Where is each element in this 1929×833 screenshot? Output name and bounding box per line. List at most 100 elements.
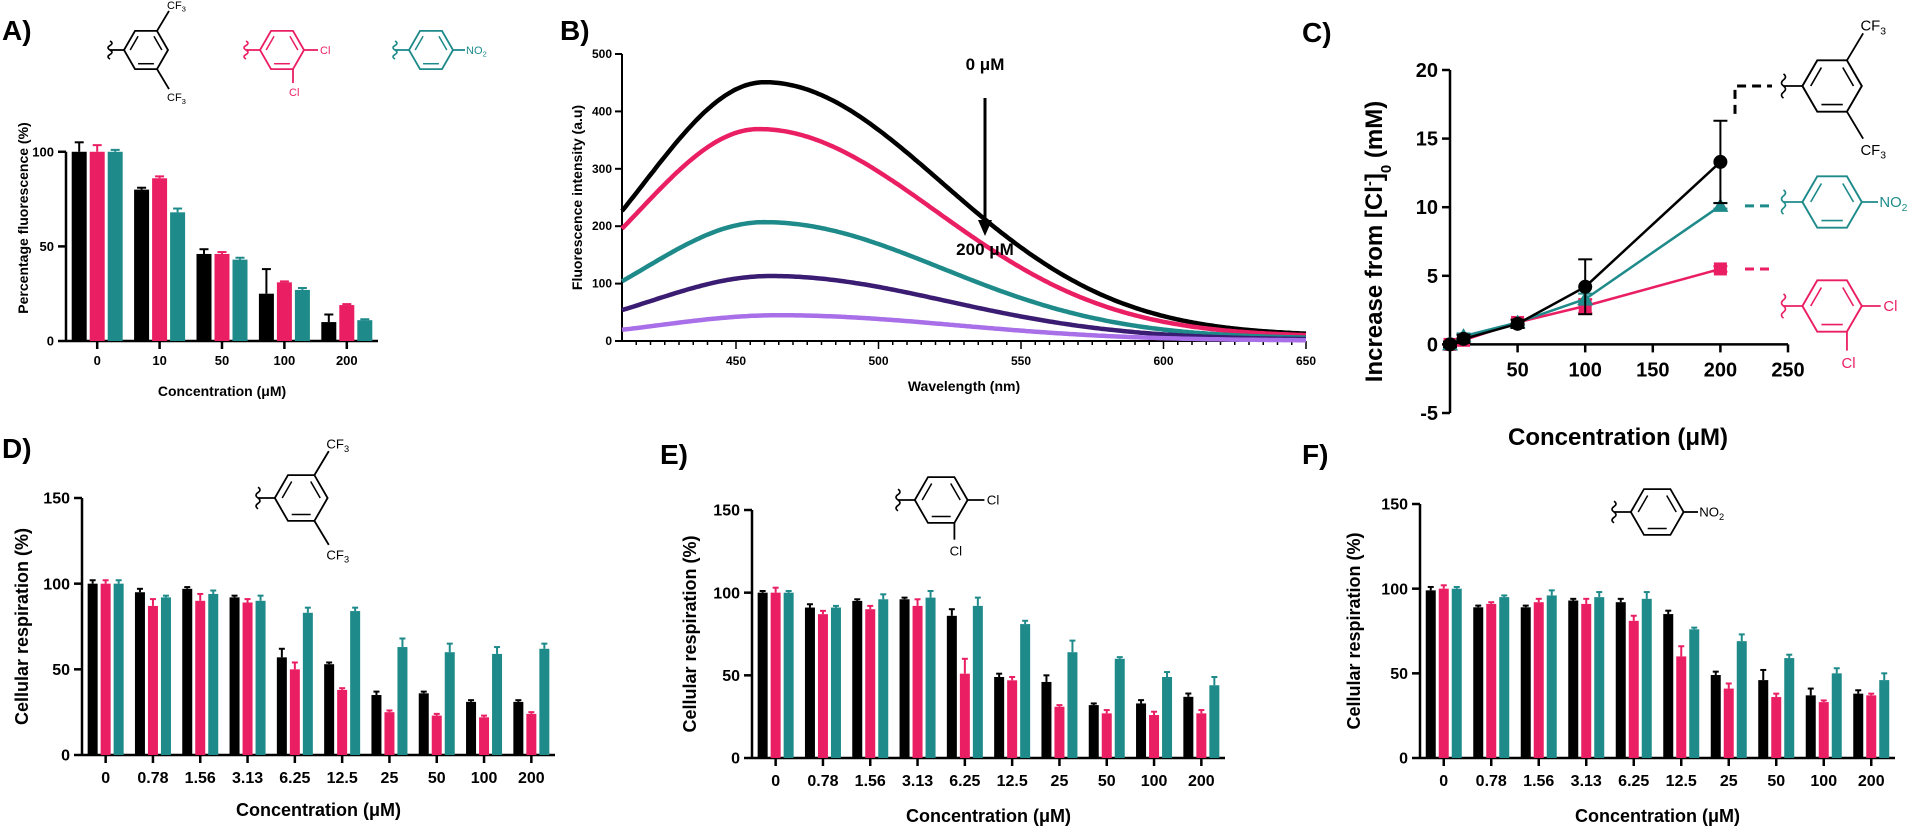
substituent-label: NO2 xyxy=(1879,195,1907,214)
bar xyxy=(134,189,150,341)
x-tick-label: 0 xyxy=(1439,773,1448,790)
bar xyxy=(878,599,889,758)
bar xyxy=(147,605,158,755)
substituent-label: CF3 xyxy=(326,547,349,564)
x-tick-label: 200 xyxy=(1858,773,1885,790)
x-tick-label: 25 xyxy=(381,770,399,787)
double-bond xyxy=(1810,287,1823,307)
bar xyxy=(1054,706,1065,758)
x-tick-label: 150 xyxy=(1636,359,1669,381)
bar xyxy=(899,599,910,758)
x-axis-label: Concentration (μM) xyxy=(158,383,286,399)
single-bond xyxy=(313,450,330,476)
bar xyxy=(1520,607,1531,758)
chart-b-emission-spectra: 0 100 200 300 400 500 450 500 550 600 650 Wavelengt… xyxy=(569,47,1316,394)
x-tick-label: 550 xyxy=(1011,354,1031,368)
bar xyxy=(289,669,300,755)
bar xyxy=(1486,603,1497,758)
bar xyxy=(1676,656,1687,758)
annotation-end: 200 μM xyxy=(956,240,1014,259)
bar xyxy=(1007,680,1018,758)
bar xyxy=(350,611,361,755)
bar xyxy=(1425,590,1436,758)
bar xyxy=(526,713,537,755)
bar xyxy=(1568,600,1579,758)
substituent-label: Cl xyxy=(950,543,963,558)
y-tick-label: 0 xyxy=(1399,751,1408,768)
x-axis-label: Wavelength (nm) xyxy=(908,378,1020,394)
dichloro-structure-icon: Cl Cl xyxy=(1780,279,1897,372)
x-tick-label: 0 xyxy=(771,773,780,790)
attachment-squiggle xyxy=(895,488,901,512)
spectrum-line xyxy=(620,79,1307,336)
double-bond xyxy=(950,483,961,501)
chart-e-respiration-dicl: 0 50 100 150 0 0.78 1.56 3.13 6.25 12.5 25 50 100 200… xyxy=(680,503,1225,826)
bar xyxy=(100,583,111,755)
bar xyxy=(1041,681,1052,758)
x-tick-label: 50 xyxy=(428,770,446,787)
y-tick-label: 100 xyxy=(592,277,612,291)
y-axis-label: Percentage fluorescence (%) xyxy=(15,122,31,313)
data-point xyxy=(1713,262,1727,276)
x-tick-label: 1.56 xyxy=(855,773,886,790)
single-bond xyxy=(156,68,170,90)
double-bond xyxy=(265,35,275,51)
bar xyxy=(770,592,781,758)
double-bond xyxy=(1637,495,1649,513)
bar xyxy=(1067,652,1078,758)
bar xyxy=(397,647,408,755)
bar xyxy=(294,289,310,341)
x-axis-label: Concentration (μM) xyxy=(236,800,401,820)
x-tick-label: 50 xyxy=(215,353,229,368)
panel-label-f: F) xyxy=(1302,439,1328,470)
nitro-structure-icon: NO2 xyxy=(1780,175,1908,229)
bar xyxy=(418,693,429,755)
attachment-squiggle xyxy=(1780,189,1787,215)
bar xyxy=(1710,675,1721,758)
x-tick-label: 500 xyxy=(868,354,888,368)
y-tick-label: 50 xyxy=(722,668,740,685)
bar xyxy=(276,282,292,341)
bar xyxy=(1438,588,1449,758)
x-tick-label: 100 xyxy=(274,353,296,368)
substituent-label: Cl xyxy=(289,87,299,99)
x-tick-label: 1.56 xyxy=(185,770,216,787)
bar xyxy=(539,648,550,755)
y-tick-label: 50 xyxy=(52,662,70,679)
x-tick-label: 450 xyxy=(726,354,746,368)
bar xyxy=(182,588,193,755)
x-tick-label: 200 xyxy=(336,353,358,368)
x-tick-label: 3.13 xyxy=(232,770,263,787)
x-tick-label: 12.5 xyxy=(327,770,358,787)
cf3-structure-icon: CF3 CF3 xyxy=(1780,19,1886,162)
bar xyxy=(1736,641,1747,758)
bar xyxy=(1831,673,1842,758)
bar xyxy=(1689,629,1700,758)
attachment-squiggle xyxy=(255,486,261,510)
bar xyxy=(1663,614,1674,758)
bar xyxy=(444,652,455,755)
panel-label-d: D) xyxy=(2,433,32,464)
y-tick-label: 20 xyxy=(1416,60,1438,82)
x-tick-label: 250 xyxy=(1771,359,1804,381)
bar xyxy=(1641,598,1652,758)
substituent-label: CF3 xyxy=(1860,19,1886,38)
y-tick-label: 0 xyxy=(1427,334,1438,356)
bar xyxy=(1136,703,1147,758)
x-tick-label: 50 xyxy=(1098,773,1116,790)
bar xyxy=(1196,713,1207,758)
bar xyxy=(276,657,287,755)
x-tick-label: 12.5 xyxy=(997,773,1028,790)
double-bond xyxy=(921,483,933,501)
x-axis-label: Concentration (μM) xyxy=(1508,424,1728,451)
single-bond xyxy=(1846,111,1864,140)
y-tick-label: 15 xyxy=(1416,129,1438,151)
bar xyxy=(71,151,87,341)
y-tick-label: 150 xyxy=(43,491,70,508)
panel-label-e: E) xyxy=(660,439,688,470)
bar xyxy=(1149,715,1160,758)
x-tick-label: 25 xyxy=(1720,773,1738,790)
bar xyxy=(214,253,230,341)
double-bond xyxy=(310,481,321,499)
data-point xyxy=(1578,279,1593,294)
